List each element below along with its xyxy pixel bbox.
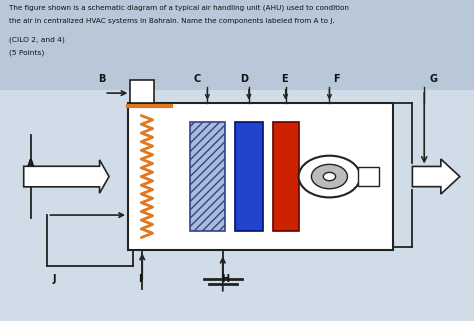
- Text: H: H: [221, 274, 229, 284]
- Text: (5 Points): (5 Points): [9, 50, 45, 56]
- Bar: [235, 122, 263, 231]
- Text: B: B: [98, 74, 106, 84]
- Bar: [130, 80, 154, 103]
- Text: E: E: [281, 74, 288, 84]
- Bar: [128, 103, 393, 250]
- Text: The figure shown is a schematic diagram of a typical air handling unit (AHU) use: The figure shown is a schematic diagram …: [9, 5, 349, 11]
- Text: C: C: [193, 74, 201, 84]
- Text: F: F: [333, 74, 340, 84]
- Text: D: D: [240, 74, 248, 84]
- Circle shape: [311, 164, 347, 189]
- Text: G: G: [430, 74, 438, 84]
- Text: J: J: [53, 274, 56, 284]
- Circle shape: [323, 172, 336, 181]
- Bar: [273, 122, 299, 231]
- Circle shape: [299, 156, 360, 197]
- Polygon shape: [24, 160, 109, 193]
- Bar: [0, 90, 474, 321]
- Text: the air in centralized HVAC systems in Bahrain. Name the components labeled from: the air in centralized HVAC systems in B…: [9, 18, 335, 24]
- Text: I: I: [138, 274, 142, 284]
- Bar: [190, 122, 225, 231]
- Text: (CILO 2, and 4): (CILO 2, and 4): [9, 37, 65, 43]
- Bar: [358, 167, 379, 186]
- Text: A: A: [27, 159, 35, 169]
- Polygon shape: [412, 159, 460, 194]
